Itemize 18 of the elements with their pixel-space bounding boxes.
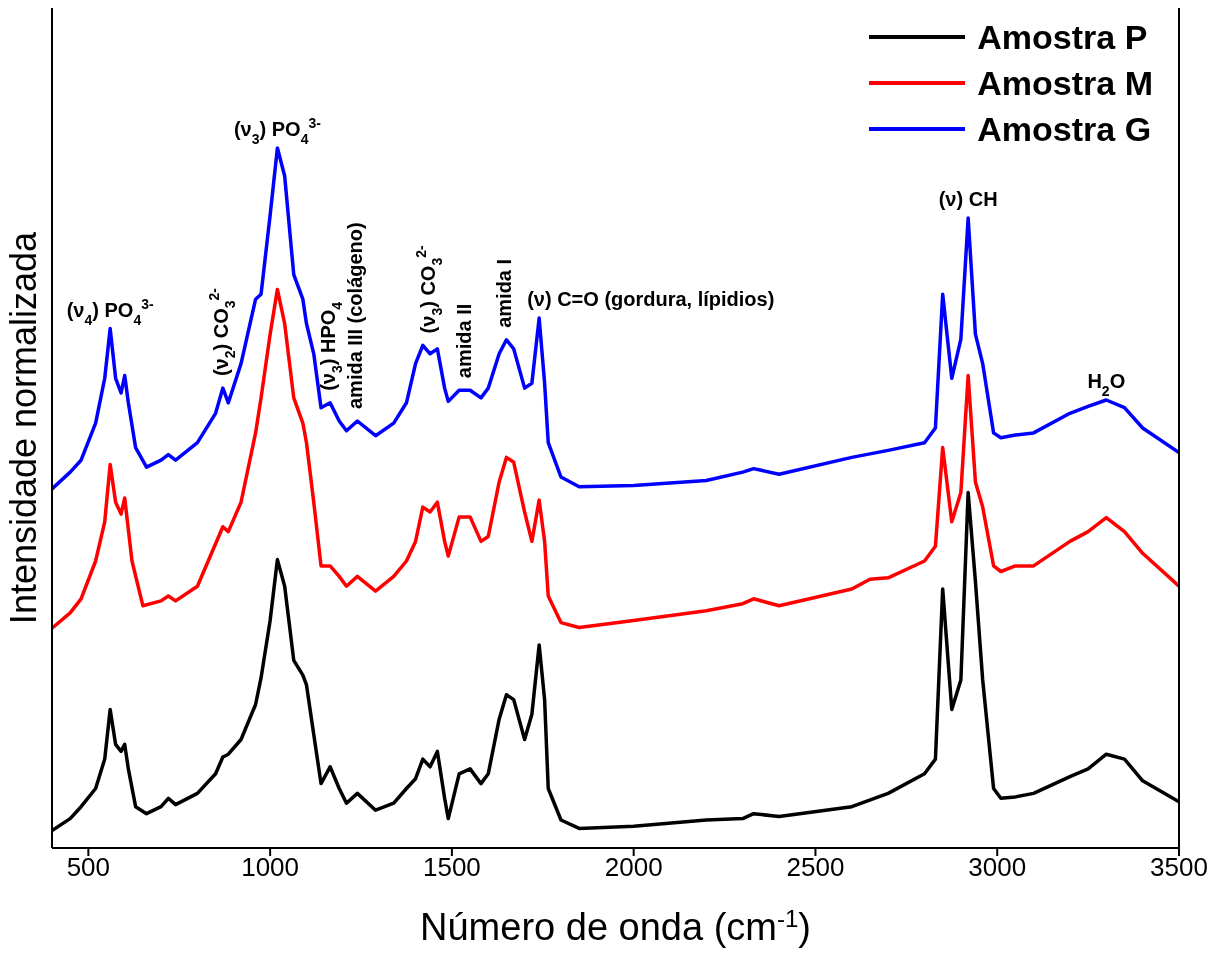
legend-label: Amostra M (977, 63, 1153, 104)
x-axis-title: Número de onda (cm$^{-1}$) (420, 904, 811, 948)
annotation: (ν) C=O (gordura, lípidios) (527, 288, 775, 311)
x-tick-label: 500 (66, 852, 111, 883)
legend-label: Amostra G (977, 109, 1152, 150)
annotation: amida III (colágeno) (344, 222, 367, 409)
annotation: H$_{2}$O (1087, 370, 1126, 399)
annotation: (ν) CH (938, 188, 998, 210)
annotation: amida II (453, 303, 476, 379)
legend-label: Amostra P (977, 17, 1148, 58)
x-tick-label: 2000 (604, 852, 663, 883)
x-tick-label: 3000 (968, 852, 1027, 883)
x-tick-label: 2500 (786, 852, 845, 883)
x-tick-label: 1000 (241, 852, 300, 883)
x-tick-label: 3500 (1150, 852, 1208, 883)
x-tick-label: 1500 (422, 852, 481, 883)
annotation: amida I (493, 258, 516, 328)
y-axis-title: Intensidade normalizada (2, 230, 44, 625)
